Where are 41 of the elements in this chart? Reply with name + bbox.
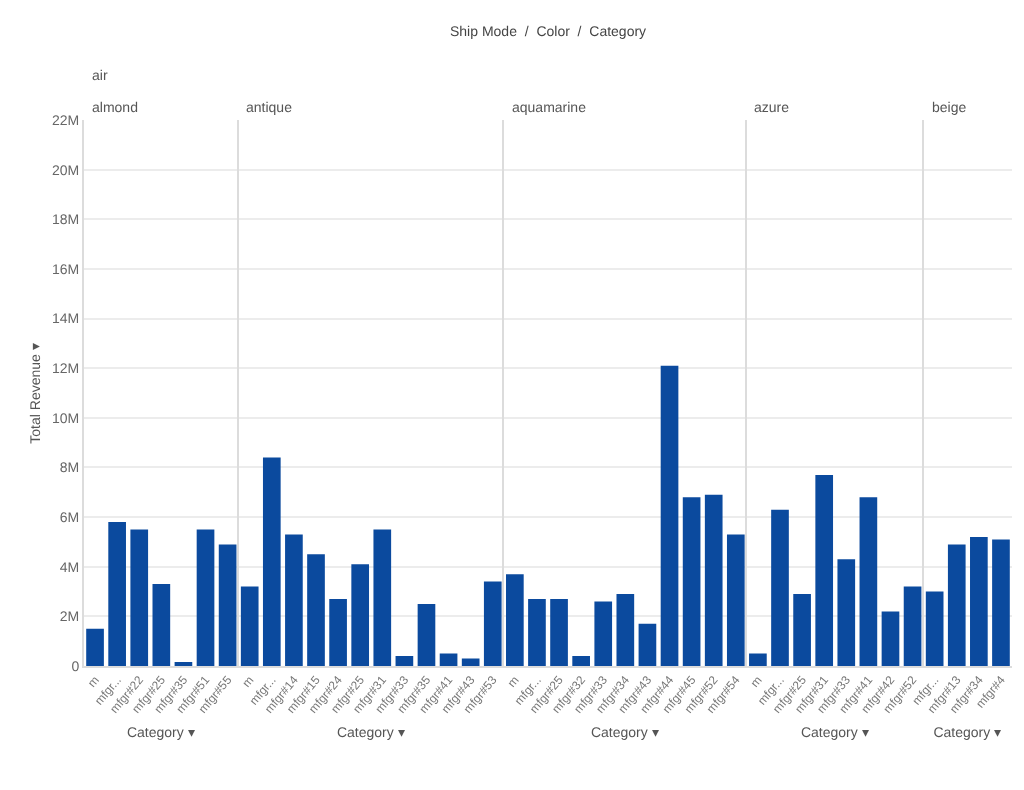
bar bbox=[572, 656, 590, 666]
bar bbox=[417, 603, 436, 666]
bar bbox=[859, 497, 878, 666]
bar bbox=[682, 497, 701, 666]
bar bbox=[351, 564, 370, 666]
bar bbox=[461, 658, 480, 666]
bar bbox=[660, 365, 679, 666]
bar bbox=[749, 653, 767, 666]
bar bbox=[329, 599, 347, 666]
bar bbox=[815, 474, 834, 666]
bar bbox=[925, 591, 944, 666]
bar bbox=[616, 594, 635, 666]
bar bbox=[528, 599, 546, 666]
bar bbox=[108, 522, 126, 666]
bar bbox=[130, 529, 149, 666]
bar bbox=[881, 611, 900, 666]
bar bbox=[992, 539, 1010, 666]
bar bbox=[638, 623, 657, 666]
bar bbox=[373, 529, 392, 666]
bar bbox=[793, 594, 811, 666]
bar bbox=[903, 586, 922, 666]
bar bbox=[196, 529, 215, 666]
bar bbox=[262, 457, 281, 666]
bar bbox=[947, 544, 966, 666]
bar bbox=[439, 653, 458, 666]
bar bbox=[86, 628, 104, 666]
bar bbox=[726, 534, 745, 666]
bar bbox=[240, 586, 259, 666]
bar bbox=[506, 574, 524, 666]
bar bbox=[970, 536, 988, 666]
bar bbox=[218, 544, 237, 666]
bar bbox=[285, 534, 303, 666]
bar bbox=[550, 599, 568, 666]
bar bbox=[152, 584, 171, 666]
bar bbox=[395, 656, 414, 666]
bar bbox=[594, 601, 613, 666]
bar bbox=[771, 509, 789, 666]
bar bbox=[483, 581, 502, 666]
bar bbox=[307, 554, 325, 666]
bar bbox=[837, 559, 856, 666]
bar bbox=[704, 494, 723, 666]
